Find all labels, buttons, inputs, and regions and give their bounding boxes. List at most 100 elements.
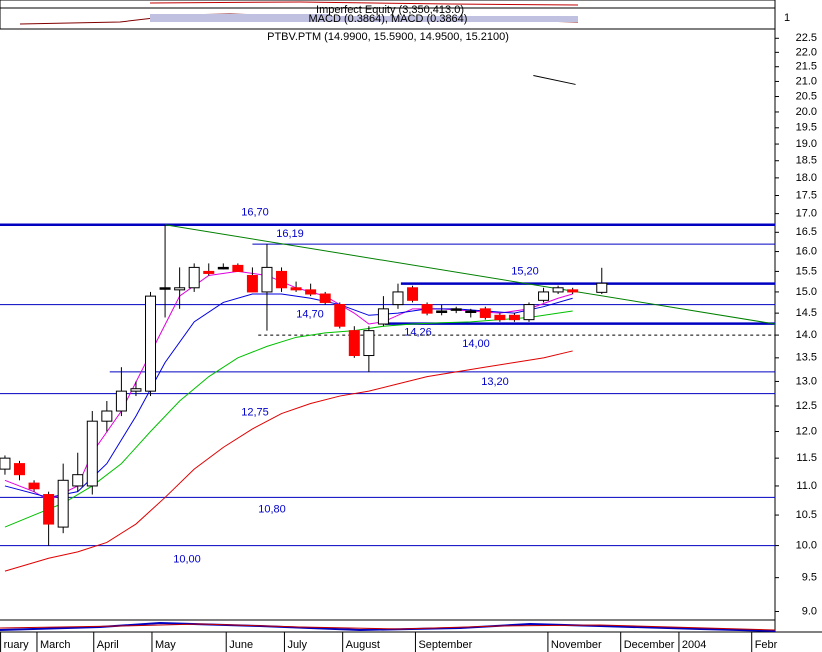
y-tick-label: 12.0 (796, 425, 817, 437)
level-label: 12,75 (241, 407, 269, 419)
y-tick-label: 10.0 (796, 539, 817, 551)
y-tick-label: 13.0 (796, 375, 817, 387)
x-tick-label: Febr (755, 639, 778, 651)
x-tick-label: March (40, 639, 71, 651)
y-tick-label: 9.0 (802, 605, 817, 617)
y-tick-label: 14.0 (796, 329, 817, 341)
y-tick-label: 16.5 (796, 226, 817, 238)
candle-body (567, 289, 579, 293)
volume-bars (150, 14, 578, 22)
level-label: 15,20 (511, 266, 539, 278)
candle-body (494, 314, 506, 321)
overlay-line (4, 310, 573, 528)
candle-body (334, 304, 346, 327)
level-label: 16,70 (241, 207, 269, 219)
candle-body (290, 287, 302, 291)
y-tick-label: 13.5 (796, 352, 817, 364)
y-tick-label: 9.5 (802, 572, 817, 584)
x-tick-label: July (287, 639, 307, 651)
y-tick-label: 21.0 (796, 75, 817, 87)
candle-body (101, 410, 113, 422)
y-tick-label: 20.5 (796, 90, 817, 102)
x-tick-label: ruary (4, 639, 30, 651)
candle-body (188, 266, 200, 289)
candle-body (203, 270, 215, 274)
candle-body (261, 266, 273, 293)
y-tick-label: 20.0 (796, 106, 817, 118)
level-label: 14,26 (404, 326, 432, 338)
candle-body (232, 264, 244, 272)
x-tick-label: April (97, 639, 119, 651)
candle-body (377, 308, 389, 325)
candle-body (28, 482, 40, 490)
candle-body (115, 390, 127, 412)
y-tick-label: 14.5 (796, 307, 817, 319)
volume-area (150, 14, 330, 22)
overlay-line (164, 224, 776, 325)
x-tick-label: May (155, 639, 176, 651)
y-tick-label: 11.0 (796, 480, 817, 492)
volume-area (330, 16, 578, 22)
candle-body (479, 308, 491, 318)
candle-body (43, 494, 55, 525)
candle-body (538, 291, 550, 301)
x-tick-label: August (346, 639, 380, 651)
y-tick-label: 22.0 (796, 46, 817, 58)
level-label: 10,00 (173, 553, 201, 565)
y-tick-label: 11.5 (796, 452, 817, 464)
level-label: 14,70 (296, 308, 324, 320)
y-tick-label: 17.5 (796, 189, 817, 201)
candle-body (421, 304, 433, 314)
candle-body (246, 274, 258, 293)
candle-body (145, 295, 157, 392)
y-tick-label: 18.0 (796, 172, 817, 184)
y-tick-label: 15.5 (796, 265, 817, 277)
candle-body (465, 310, 477, 313)
panel-text: Imperfect Equity (3,350,413.0) (316, 4, 464, 16)
candle-body (174, 287, 186, 291)
level-label: 10,80 (258, 503, 286, 515)
candle-body (217, 266, 229, 270)
y-tick-label: 22.5 (796, 32, 817, 44)
y-tick-label: 10.5 (796, 509, 817, 521)
candle-body (305, 289, 317, 295)
x-tick-label: June (229, 639, 253, 651)
chart-title: PTBV.PTM (14.9900, 15.5900, 14.9500, 15.… (267, 31, 509, 43)
candle-body (130, 388, 142, 392)
x-tick-label: November (551, 639, 602, 651)
candle-body (14, 463, 26, 476)
y-tick-label: 12.5 (796, 400, 817, 412)
overlay-line (533, 75, 576, 85)
candle-body (596, 282, 608, 293)
candle-body (508, 314, 520, 321)
candle-body (86, 420, 98, 487)
x-tick-label: September (418, 639, 472, 651)
candle-body (392, 291, 404, 306)
candle-body (436, 310, 448, 313)
panel-text: MACD (0.3864), MACD (0.3864) (309, 13, 468, 25)
level-label: 14,00 (462, 338, 490, 350)
candle-body (407, 287, 419, 301)
candle-body (363, 330, 375, 357)
candle-body (552, 287, 564, 293)
indicator-curve (149, 1, 579, 6)
y-tick-label: 19.5 (796, 122, 817, 134)
y-tick-label: 16.0 (796, 245, 817, 257)
candle-body (450, 308, 462, 311)
overlay-line (4, 350, 573, 572)
candle-body (276, 270, 288, 289)
x-tick-label: 2004 (682, 639, 706, 651)
y-tick-label: 17.0 (796, 208, 817, 220)
candle-body (57, 479, 69, 528)
y-tick-label: 21.5 (796, 61, 817, 73)
candle-body (319, 293, 331, 303)
candle-body (72, 474, 84, 487)
candle-body (523, 304, 535, 321)
y-tick-label: 18.5 (796, 155, 817, 167)
x-tick-label: December (624, 639, 675, 651)
candle-body (0, 457, 11, 470)
level-label: 16,19 (276, 228, 304, 240)
